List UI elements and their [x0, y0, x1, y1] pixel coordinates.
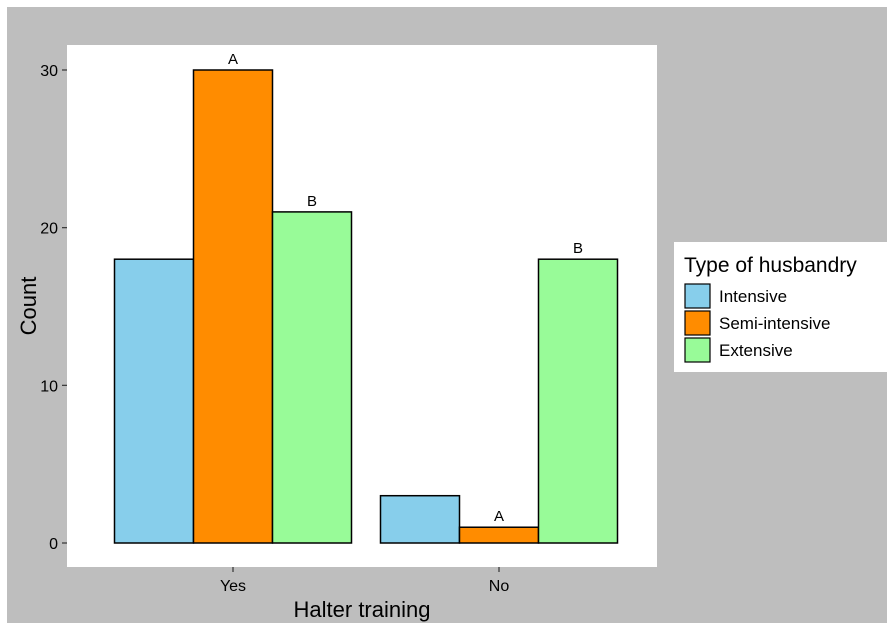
bar-letter-label: B	[307, 193, 317, 210]
legend-label: Semi-intensive	[719, 314, 831, 333]
y-tick-label: 30	[40, 63, 58, 80]
x-axis-title: Halter training	[294, 597, 431, 622]
y-axis: 0 10 20 30	[40, 63, 67, 553]
legend-title: Type of husbandry	[684, 254, 857, 277]
bar-no-semi-intensive	[458, 526, 540, 544]
bar-letter-label: A	[228, 51, 238, 68]
bar-yes-intensive	[113, 258, 195, 544]
legend-key-intensive	[684, 283, 711, 309]
y-tick-label: 10	[40, 378, 58, 395]
y-tick-label: 0	[49, 536, 58, 553]
legend-label: Intensive	[719, 287, 787, 306]
legend-label: Extensive	[719, 341, 793, 360]
bar-letter-label: A	[494, 508, 504, 525]
y-tick-label: 20	[40, 221, 58, 238]
bar-no-extensive	[537, 258, 619, 544]
y-axis-title: Count	[16, 277, 41, 336]
bar-no-intensive	[379, 494, 461, 544]
legend-key-semi-intensive	[684, 310, 711, 336]
legend-items: Intensive Semi-intensive Extensive	[684, 283, 831, 363]
bar-labels-layer: A B A B	[228, 51, 583, 525]
legend-key-extensive	[684, 337, 711, 363]
bar-letter-label: B	[573, 240, 583, 257]
bar-yes-semi-intensive	[192, 69, 274, 544]
x-axis: Yes No	[220, 567, 509, 595]
bar-yes-extensive	[271, 211, 353, 544]
legend: Type of husbandry Intensive Semi-intensiv…	[674, 242, 887, 372]
x-tick-label: Yes	[220, 578, 246, 595]
x-tick-label: No	[489, 578, 510, 595]
bars-layer	[113, 69, 619, 544]
